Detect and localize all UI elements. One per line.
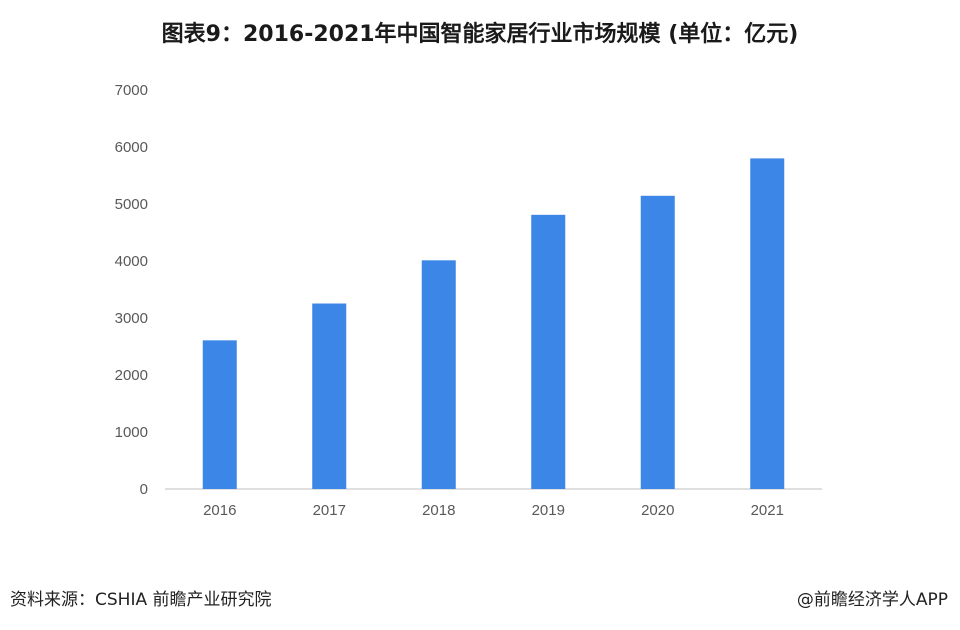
x-tick-label: 2021 [751,502,784,519]
bar-2019 [531,214,566,489]
bar-2017 [312,303,347,489]
bar-2018 [421,260,456,489]
y-tick-label: 5000 [115,196,148,213]
x-tick-label: 2020 [641,502,674,519]
x-tick-label: 2018 [422,502,455,519]
y-tick-label: 7000 [115,82,148,99]
bar-2020 [640,195,675,490]
y-tick-label: 2000 [115,367,148,384]
y-tick-label: 4000 [115,253,148,270]
bars [202,158,785,490]
y-axis: 0 1000 2000 3000 4000 5000 6000 7000 [115,82,148,498]
x-axis: 2016 2017 2018 2019 2020 2021 [165,488,822,519]
y-tick-label: 1000 [115,424,148,441]
x-tick-label: 2019 [532,502,565,519]
chart-title: 图表9：2016-2021年中国智能家居行业市场规模 (单位：亿元) [161,22,799,47]
bar-2016 [202,340,237,489]
source-note: 资料来源：CSHIA 前瞻产业研究院 [10,590,272,610]
x-tick-label: 2016 [203,502,236,519]
x-tick-label: 2017 [313,502,346,519]
y-tick-label: 0 [140,481,148,498]
bar-2021 [750,158,785,489]
y-tick-label: 6000 [115,139,148,156]
credit-note: @前瞻经济学人APP [796,590,948,610]
y-tick-label: 3000 [115,310,148,327]
